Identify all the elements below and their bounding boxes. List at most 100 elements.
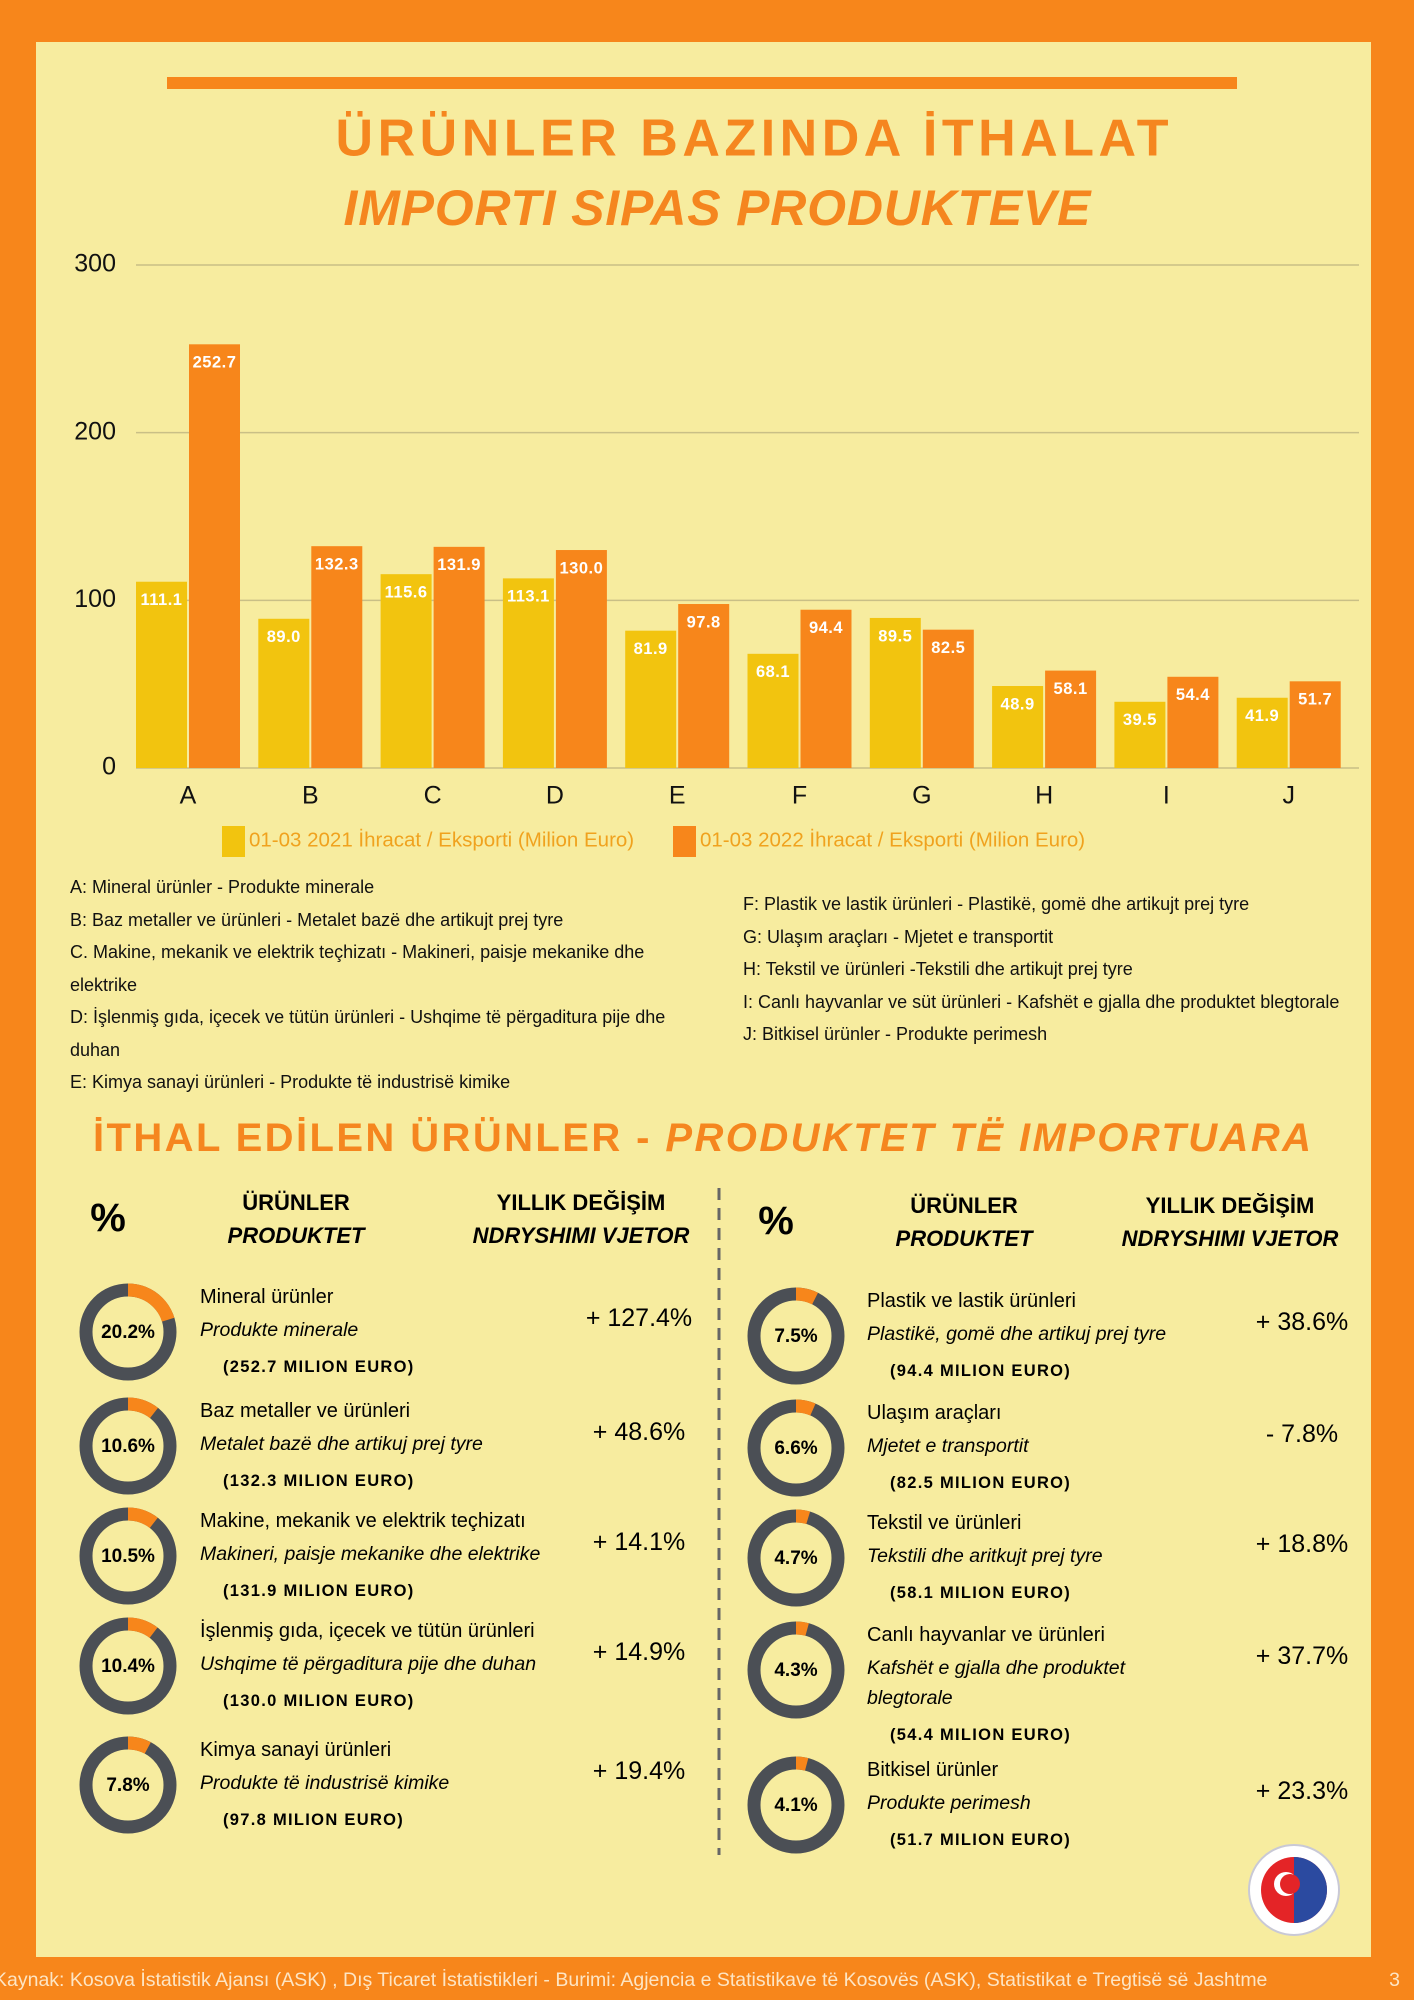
annual-change: + 48.6%	[592, 1418, 686, 1446]
donut-arc	[747, 1287, 845, 1385]
value-label: 111.1	[141, 591, 183, 609]
product-row: Ulaşım araçları Mjetet e transportit (82.5…	[867, 1396, 1252, 1498]
note: H: Tekstil ve ürünleri -Tekstili dhe art…	[743, 959, 1133, 979]
x-tick-label: J	[1282, 782, 1295, 810]
donut-arc	[79, 1397, 177, 1495]
value-label: 89.5	[878, 627, 912, 645]
annual-change: + 23.3%	[1255, 1777, 1349, 1805]
legend-swatch	[222, 826, 245, 857]
bar	[1167, 676, 1219, 768]
header-product: ÜRÜNLER	[242, 1190, 350, 1215]
value-label: 115.6	[385, 584, 428, 602]
bar	[1114, 701, 1166, 768]
product-amount: (94.4 MILION EURO)	[890, 1362, 1072, 1380]
value-label: 68.1	[756, 663, 790, 681]
product-name: Makine, mekanik ve elektrik teçhizatı	[200, 1510, 526, 1532]
bar	[433, 546, 485, 768]
note: G: Ulaşım araçları - Mjetet e transporti…	[743, 926, 1054, 947]
annual-change: + 14.9%	[592, 1638, 686, 1666]
donut-label: 7.8%	[106, 1775, 149, 1796]
section-title-main: İTHAL EDİLEN ÜRÜNLER -	[93, 1115, 663, 1160]
product-name: Bitkisel ürünler	[867, 1759, 999, 1781]
product-name: Canlı hayvanlar ve ürünleri	[867, 1624, 1105, 1646]
donut-arc	[79, 1736, 177, 1834]
product-row: Plastik ve lastik ürünleri Plastikë, gomë…	[867, 1284, 1252, 1386]
bar	[189, 344, 240, 768]
note: E: Kimya sanayi ürünleri - Produkte të i…	[70, 1072, 511, 1092]
section-title: İTHAL EDİLEN ÜRÜNLER - PRODUKTET TË IMPO…	[93, 1115, 1311, 1160]
chart-title: ÜRÜNLER BAZINDA İTHALAT	[336, 110, 1169, 168]
y-tick-label: 300	[74, 250, 116, 278]
x-tick-label: G	[912, 782, 931, 810]
product-amount: (131.9 MILION EURO)	[223, 1582, 415, 1600]
y-tick-label: 200	[74, 417, 116, 445]
y-tick-label: 0	[102, 753, 116, 781]
x-tick-label: E	[669, 782, 686, 810]
donut-arc	[747, 1621, 845, 1719]
product-name: İşlenmiş gıda, içecek ve tütün ürünleri	[200, 1620, 535, 1642]
value-label: 131.9	[437, 556, 481, 574]
note: I: Canlı hayvanlar ve süt ürünleri - Kaf…	[743, 991, 1340, 1012]
value-label: 54.4	[1176, 686, 1210, 704]
bar	[258, 618, 310, 768]
x-tick-label: A	[180, 782, 197, 810]
donut-arc	[747, 1756, 845, 1854]
value-label: 94.4	[809, 619, 843, 637]
top-bar	[167, 77, 1237, 89]
x-tick-label: C	[424, 782, 442, 810]
product-name-alt: Ushqime të përgaditura pije dhe duhan	[200, 1653, 537, 1675]
value-label: 82.5	[931, 639, 965, 657]
product-name: Tekstil ve ürünleri	[867, 1512, 1022, 1534]
chart-subtitle: IMPORTI SIPAS PRODUKTEVE	[344, 180, 1093, 236]
bar	[136, 581, 187, 768]
product-amount: (54.4 MILION EURO)	[890, 1726, 1072, 1744]
footer: Kaynak: Kosova İstatistik Ajansı (ASK) ,…	[0, 1960, 1414, 2000]
header-change-alt: NDRYSHIMI VJETOR	[472, 1223, 690, 1248]
donut-label: 4.1%	[774, 1795, 817, 1816]
product-amount: (51.7 MILION EURO)	[890, 1831, 1072, 1849]
donut-arc	[79, 1283, 177, 1381]
donut-label: 10.6%	[101, 1436, 155, 1457]
header-product-alt: PRODUKTET	[895, 1226, 1033, 1251]
panel	[36, 42, 1371, 1957]
product-name-alt: Tekstili dhe aritkujt prej tyre	[867, 1545, 1103, 1567]
product-row: Makine, mekanik ve elektrik teçhizatı Mak…	[200, 1504, 650, 1606]
value-label: 130.0	[560, 559, 604, 577]
annual-change: - 7.8%	[1265, 1420, 1339, 1448]
value-label: 97.8	[687, 613, 721, 631]
annual-change: + 19.4%	[592, 1757, 686, 1785]
note: F: Plastik ve lastik ürünleri - Plastikë…	[743, 894, 1250, 914]
product-amount: (132.3 MILION EURO)	[223, 1472, 415, 1490]
note: D: İşlenmiş gıda, içecek ve tütün ürünle…	[70, 1007, 666, 1060]
page-number: 3	[1389, 1969, 1400, 1991]
product-row: Tekstil ve ürünleri Tekstili dhe aritkujt…	[867, 1506, 1252, 1608]
header-percent: %	[90, 1196, 126, 1240]
donut-arc	[79, 1507, 177, 1605]
footer-source: Kaynak: Kosova İstatistik Ajansı (ASK) ,…	[0, 1969, 1268, 1991]
product-amount: (252.7 MILION EURO)	[223, 1358, 415, 1376]
bar	[992, 686, 1044, 768]
x-tick-label: F	[792, 782, 807, 810]
product-row: Mineral ürünler Produkte minerale (252.7 M…	[200, 1280, 650, 1382]
header-product-alt: PRODUKTET	[227, 1223, 365, 1248]
product-row: Kimya sanayi ürünleri Produkte të industr…	[200, 1733, 650, 1835]
annual-change: + 127.4%	[585, 1304, 693, 1332]
note: B: Baz metaller ve ürünleri - Metalet ba…	[70, 909, 564, 930]
value-label: 81.9	[634, 640, 668, 658]
y-tick-label: 100	[74, 585, 116, 613]
value-label: 48.9	[1001, 695, 1035, 713]
bar	[800, 609, 852, 768]
bar	[678, 604, 730, 768]
header-product: ÜRÜNLER	[910, 1193, 1018, 1218]
value-label: 41.9	[1245, 707, 1279, 725]
donut-label: 7.5%	[774, 1326, 817, 1347]
value-label: 113.1	[507, 588, 550, 606]
value-label: 252.7	[193, 354, 237, 372]
annual-change: + 38.6%	[1255, 1308, 1349, 1336]
product-amount: (130.0 MILION EURO)	[223, 1692, 415, 1710]
product-name-alt: Kafshët e gjalla dhe produktet blegtoral…	[867, 1657, 1126, 1709]
header-change: YILLIK DEĞİŞİM	[496, 1190, 666, 1215]
note: A: Mineral ürünler - Produkte minerale	[70, 877, 375, 897]
bar	[502, 578, 554, 768]
